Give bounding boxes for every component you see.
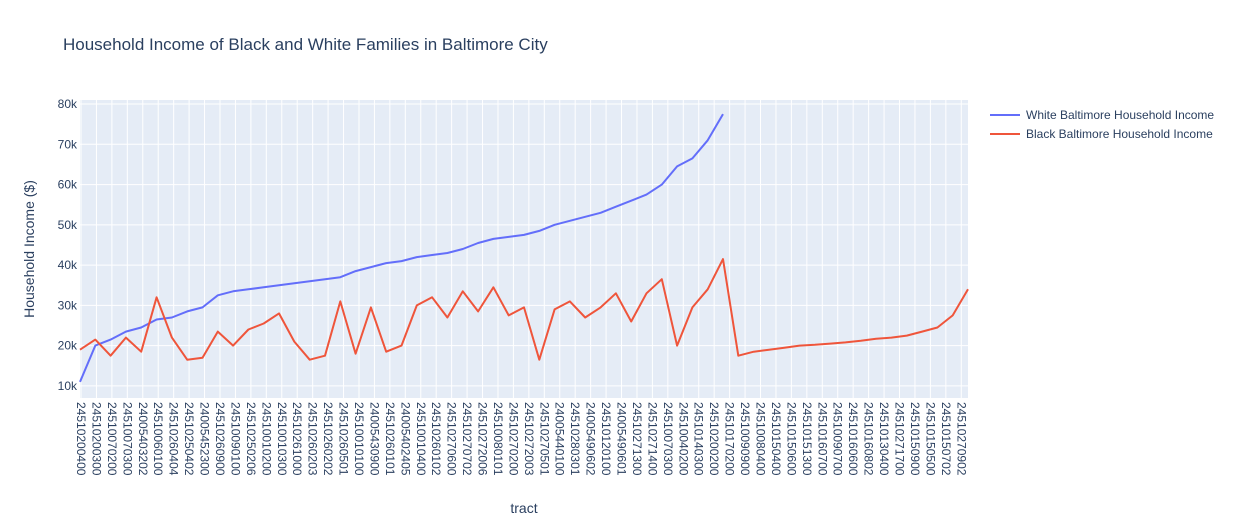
x-tick-label: 24510130400 xyxy=(877,402,891,476)
x-tick-label: 24005490601 xyxy=(615,402,629,476)
x-tick-label: 24510151300 xyxy=(800,402,814,476)
legend[interactable]: White Baltimore Household Income Black Ba… xyxy=(990,108,1214,141)
x-tick-label: 24510270501 xyxy=(537,402,551,476)
x-tick-label: 24510070300 xyxy=(661,402,675,476)
x-tick-label: 24510270702 xyxy=(460,402,474,476)
x-tick-label: 24510260501 xyxy=(337,402,351,476)
x-tick-label: 24510040200 xyxy=(676,402,690,476)
x-tick-label: 24510120100 xyxy=(599,402,613,476)
y-tick-label: 40k xyxy=(58,258,78,272)
x-tick-label: 24005490602 xyxy=(584,402,598,476)
legend-label: Black Baltimore Household Income xyxy=(1026,127,1213,141)
series-layer xyxy=(79,113,969,383)
x-tick-labels: 24510200400 24510200300 24510070200 2451007… xyxy=(74,402,968,476)
x-tick-label: 24510080101 xyxy=(491,402,505,476)
x-tick-label: 24510010100 xyxy=(352,402,366,476)
y-tick-label: 80k xyxy=(58,97,78,111)
x-tick-label: 24005452300 xyxy=(198,402,212,476)
x-tick-label: 24510150900 xyxy=(908,402,922,476)
x-tick-label: 24510260203 xyxy=(306,402,320,476)
x-tick-label: 24510270902 xyxy=(954,402,968,476)
x-tick-label: 24510280301 xyxy=(568,402,582,476)
x-tick-label: 24510271400 xyxy=(645,402,659,476)
x-tick-label: 24510261000 xyxy=(290,402,304,476)
x-tick-label: 24510070200 xyxy=(105,402,119,476)
x-tick-label: 24510260404 xyxy=(167,402,181,476)
legend-item[interactable]: White Baltimore Household Income xyxy=(990,108,1214,122)
x-tick-label: 24510090700 xyxy=(831,402,845,476)
x-tick-label: 24510160802 xyxy=(862,402,876,476)
y-tick-label: 10k xyxy=(58,379,78,393)
series-line-white xyxy=(79,113,724,383)
y-tick-label: 20k xyxy=(58,339,78,353)
x-tick-label: 24510260202 xyxy=(321,402,335,476)
x-tick-label: 24005440100 xyxy=(553,402,567,476)
x-tick-label: 24510090900 xyxy=(738,402,752,476)
x-tick-label: 24510070300 xyxy=(120,402,134,476)
x-tick-label: 24510170200 xyxy=(723,402,737,476)
series-line-black xyxy=(79,258,969,361)
y-tick-label: 50k xyxy=(58,218,78,232)
x-tick-label: 24510090100 xyxy=(228,402,242,476)
x-tick-label: 24510060100 xyxy=(151,402,165,476)
x-tick-label: 24510010400 xyxy=(414,402,428,476)
x-tick-label: 24510080400 xyxy=(754,402,768,476)
x-tick-label: 24510150500 xyxy=(923,402,937,476)
x-tick-label: 24510260102 xyxy=(429,402,443,476)
x-tick-label: 24510010300 xyxy=(275,402,289,476)
x-tick-label: 24510150600 xyxy=(784,402,798,476)
x-tick-label: 24510200300 xyxy=(89,402,103,476)
x-tick-label: 24510260101 xyxy=(383,402,397,476)
x-tick-label: 24005402405 xyxy=(398,402,412,476)
x-tick-label: 24510200400 xyxy=(74,402,88,476)
x-tick-label: 24510271300 xyxy=(630,402,644,476)
x-tick-label: 24510010200 xyxy=(259,402,273,476)
plot-area xyxy=(80,100,968,398)
x-tick-label: 24510150702 xyxy=(939,402,953,476)
x-tick-label: 24510250402 xyxy=(182,402,196,476)
x-tick-label: 24510272006 xyxy=(476,402,490,476)
y-axis-title: Household Income ($) xyxy=(21,180,37,318)
x-tick-label: 24510140300 xyxy=(692,402,706,476)
x-tick-label: 24510250206 xyxy=(244,402,258,476)
x-tick-label: 24510270600 xyxy=(445,402,459,476)
x-tick-label: 24510272003 xyxy=(522,402,536,476)
x-tick-label: 24510260900 xyxy=(213,402,227,476)
x-axis-title: tract xyxy=(510,500,537,516)
x-tick-label: 24510160600 xyxy=(846,402,860,476)
chart-title: Household Income of Black and White Fami… xyxy=(63,35,548,54)
y-gridlines xyxy=(80,103,968,387)
x-tick-label: 24510150400 xyxy=(769,402,783,476)
x-tick-label: 24005430900 xyxy=(367,402,381,476)
x-tick-label: 24510270200 xyxy=(506,402,520,476)
legend-item[interactable]: Black Baltimore Household Income xyxy=(990,127,1213,141)
legend-label: White Baltimore Household Income xyxy=(1026,108,1214,122)
y-tick-label: 30k xyxy=(58,298,78,312)
y-tick-label: 70k xyxy=(58,137,78,151)
x-tick-label: 24510200200 xyxy=(707,402,721,476)
x-tick-label: 24005403202 xyxy=(136,402,150,476)
y-tick-labels: 10k 20k 30k 40k 50k 60k 70k 80k xyxy=(58,97,78,393)
y-tick-label: 60k xyxy=(58,178,78,192)
x-tick-label: 24510160700 xyxy=(815,402,829,476)
x-tick-label: 24510271700 xyxy=(893,402,907,476)
